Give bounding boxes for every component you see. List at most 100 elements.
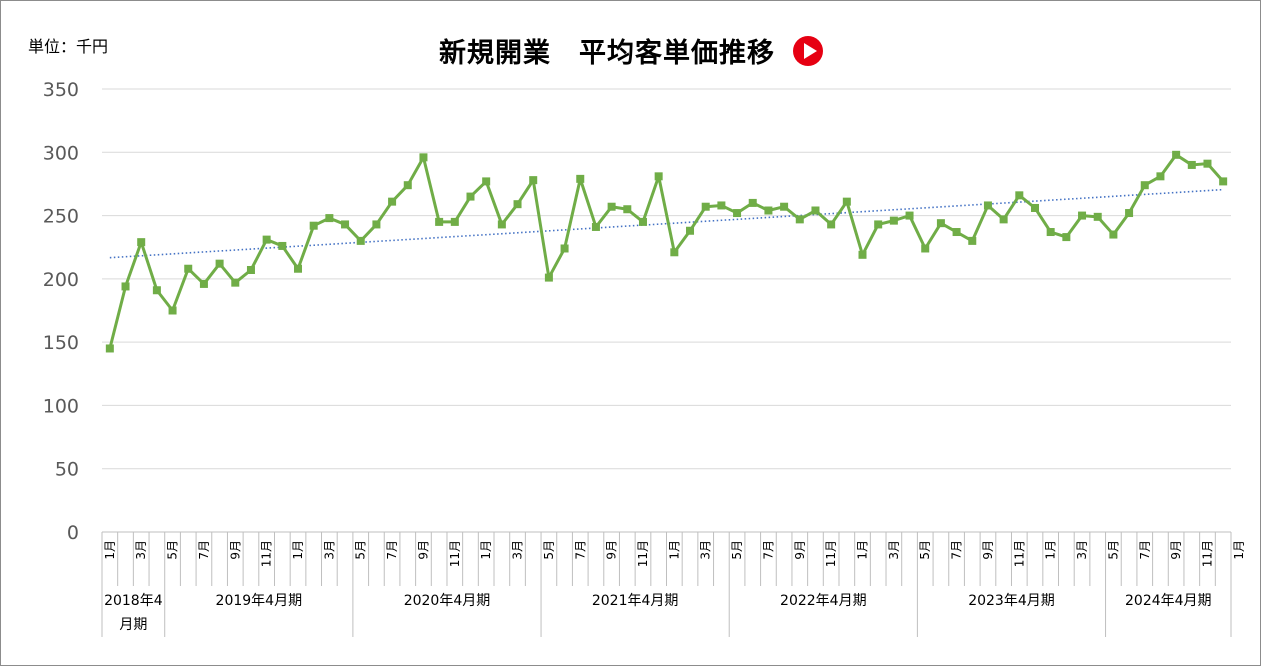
x-tick-label: 7月 bbox=[761, 540, 775, 560]
data-point-marker bbox=[999, 215, 1008, 224]
data-point-marker bbox=[936, 219, 945, 228]
x-tick-label: 9月 bbox=[228, 540, 242, 560]
x-tick-label: 1月 bbox=[1232, 540, 1246, 560]
data-point-marker bbox=[513, 200, 522, 209]
data-point-marker bbox=[168, 306, 177, 315]
x-tick-label: 7月 bbox=[950, 540, 964, 560]
data-point-marker bbox=[262, 235, 271, 244]
data-point-marker bbox=[921, 244, 930, 253]
x-tick-label: 3月 bbox=[887, 540, 901, 560]
data-point-marker bbox=[278, 241, 287, 250]
data-point-marker bbox=[1109, 230, 1118, 239]
data-point-marker bbox=[1187, 160, 1196, 169]
data-point-marker bbox=[121, 282, 130, 291]
data-point-marker bbox=[874, 220, 883, 229]
period-label: 2021年4月期 bbox=[592, 593, 679, 609]
data-point-marker bbox=[795, 215, 804, 224]
data-point-marker bbox=[764, 206, 773, 215]
chart-title: 新規開業 平均客単価推移 bbox=[438, 38, 775, 69]
trendline bbox=[109, 188, 1224, 259]
x-tick-label: 3月 bbox=[511, 540, 525, 560]
data-point-marker bbox=[482, 177, 491, 186]
x-tick-label: 3月 bbox=[322, 540, 336, 560]
data-point-marker bbox=[607, 202, 616, 211]
x-tick-label: 9月 bbox=[416, 540, 430, 560]
x-tick-label: 3月 bbox=[1075, 540, 1089, 560]
data-point-marker bbox=[1078, 211, 1087, 220]
data-point-marker bbox=[1172, 150, 1181, 159]
data-point-marker bbox=[1015, 191, 1024, 200]
y-tick-label: 300 bbox=[43, 142, 79, 164]
data-point-marker bbox=[1140, 181, 1149, 190]
period-label: 2018年4 bbox=[104, 593, 163, 609]
x-tick-label: 9月 bbox=[793, 540, 807, 560]
period-label: 2023年4月期 bbox=[968, 593, 1055, 609]
x-tick-label: 3月 bbox=[699, 540, 713, 560]
x-tick-label: 9月 bbox=[605, 540, 619, 560]
data-point-marker bbox=[560, 244, 569, 253]
x-tick-label: 5月 bbox=[918, 540, 932, 560]
y-tick-label: 50 bbox=[55, 459, 79, 481]
data-point-marker bbox=[780, 202, 789, 211]
data-point-marker bbox=[591, 222, 600, 231]
data-point-marker bbox=[356, 236, 365, 245]
data-point-marker bbox=[1219, 177, 1228, 186]
data-point-marker bbox=[325, 214, 334, 223]
x-tick-label: 11月 bbox=[636, 540, 650, 567]
data-point-marker bbox=[983, 201, 992, 210]
x-tick-label: 5月 bbox=[1106, 540, 1120, 560]
x-tick-label: 11月 bbox=[1200, 540, 1214, 567]
x-tick-label: 1月 bbox=[291, 540, 305, 560]
x-tick-label: 11月 bbox=[448, 540, 462, 567]
data-point-marker bbox=[231, 278, 240, 287]
unit-label: 単位：千円 bbox=[28, 37, 109, 56]
x-tick-label: 5月 bbox=[542, 540, 556, 560]
x-tick-label: 11月 bbox=[824, 540, 838, 567]
data-point-marker bbox=[842, 197, 851, 206]
period-label: 2020年4月期 bbox=[404, 593, 491, 609]
data-point-marker bbox=[246, 265, 255, 274]
play-button-icon[interactable] bbox=[792, 35, 824, 67]
data-point-marker bbox=[1125, 209, 1134, 218]
data-point-marker bbox=[827, 220, 836, 229]
data-point-marker bbox=[372, 220, 381, 229]
data-point-marker bbox=[1062, 233, 1071, 242]
x-tick-label: 1月 bbox=[1044, 540, 1058, 560]
x-tick-label: 11月 bbox=[1012, 540, 1026, 567]
x-tick-label: 9月 bbox=[1169, 540, 1183, 560]
data-point-marker bbox=[1203, 159, 1212, 168]
data-point-marker bbox=[623, 205, 632, 214]
period-label: 2022年4月期 bbox=[780, 593, 867, 609]
data-point-marker bbox=[403, 181, 412, 190]
data-point-marker bbox=[811, 206, 820, 215]
data-point-marker bbox=[294, 264, 303, 273]
data-point-marker bbox=[858, 250, 867, 259]
period-label: 2019年4月期 bbox=[216, 593, 303, 609]
x-tick-label: 1月 bbox=[479, 540, 493, 560]
x-tick-label: 3月 bbox=[134, 540, 148, 560]
data-point-marker bbox=[576, 174, 585, 183]
series-polyline bbox=[108, 153, 1225, 349]
data-point-marker bbox=[529, 176, 538, 185]
gridlines bbox=[102, 88, 1231, 533]
series-markers bbox=[105, 150, 1228, 353]
x-tick-label: 1月 bbox=[103, 540, 117, 560]
data-point-marker bbox=[717, 201, 726, 210]
period-label: 2024年4月期 bbox=[1125, 593, 1212, 609]
x-tick-label: 7月 bbox=[1138, 540, 1152, 560]
y-tick-label: 100 bbox=[43, 395, 79, 417]
x-tick-label: 1月 bbox=[667, 540, 681, 560]
data-point-marker bbox=[184, 264, 193, 273]
title-area: 新規開業 平均客単価推移 bbox=[1, 31, 1261, 70]
data-point-marker bbox=[686, 226, 695, 235]
data-point-marker bbox=[733, 209, 742, 218]
data-point-marker bbox=[654, 172, 663, 181]
y-tick-label: 150 bbox=[43, 332, 79, 354]
series-line bbox=[108, 153, 1225, 349]
data-point-marker bbox=[670, 248, 679, 257]
data-point-marker bbox=[215, 259, 224, 268]
data-point-marker bbox=[199, 279, 208, 288]
data-point-marker bbox=[388, 197, 397, 206]
